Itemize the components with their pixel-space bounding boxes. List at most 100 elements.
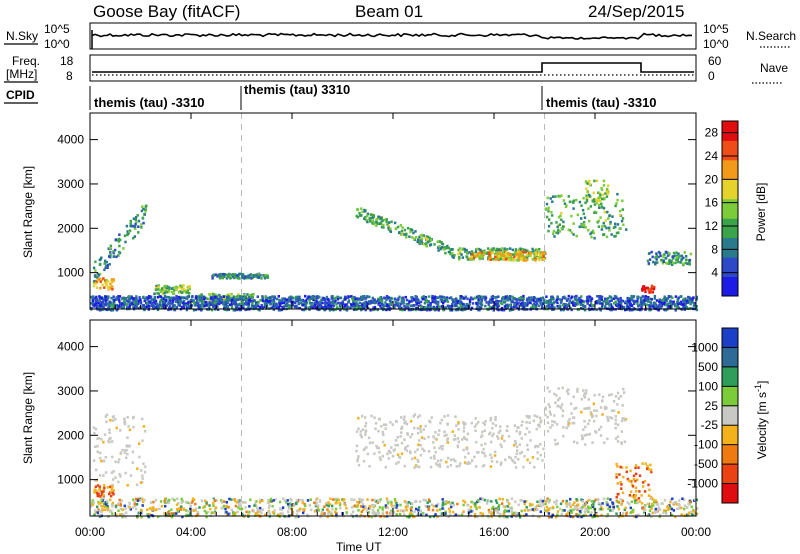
range-gate-cell	[598, 196, 601, 199]
range-gate-cell	[269, 499, 273, 503]
range-gate-cell	[484, 295, 487, 299]
range-gate-cell	[138, 442, 141, 445]
range-gate-cell	[171, 302, 174, 305]
range-gate-cell	[611, 502, 615, 505]
range-gate-cell	[677, 252, 680, 256]
range-gate-cell	[328, 302, 331, 305]
range-gate-cell	[668, 260, 671, 263]
range-gate-cell	[230, 292, 233, 296]
range-gate-cell	[98, 474, 102, 477]
range-gate-cell	[277, 305, 281, 309]
range-gate-cell	[98, 515, 102, 518]
range-gate-cell	[304, 302, 307, 305]
range-gate-cell	[444, 297, 447, 300]
range-gate-cell	[166, 285, 169, 288]
range-gate-cell	[536, 508, 539, 511]
range-gate-cell	[518, 513, 522, 517]
range-gate-cell	[457, 514, 460, 517]
range-gate-cell	[446, 246, 449, 250]
range-gate-cell	[356, 208, 360, 212]
range-gate-cell	[315, 509, 318, 512]
range-gate-cell	[188, 300, 192, 304]
range-gate-cell	[589, 506, 592, 510]
range-gate-cell	[455, 424, 458, 427]
range-gate-cell	[547, 224, 551, 228]
range-gate-cell	[607, 190, 610, 194]
range-gate-cell	[92, 296, 96, 300]
range-gate-cell	[294, 301, 297, 305]
range-gate-cell	[514, 500, 517, 504]
range-gate-cell	[252, 274, 255, 277]
range-gate-cell	[551, 423, 554, 427]
range-gate-cell	[423, 308, 426, 311]
range-gate-cell	[612, 400, 616, 403]
range-gate-cell	[345, 308, 348, 312]
range-gate-cell	[362, 297, 365, 301]
range-gate-cell	[253, 299, 256, 303]
range-gate-cell	[422, 234, 425, 237]
range-gate-cell	[371, 441, 374, 444]
range-gate-cell	[384, 301, 387, 304]
range-gate-cell	[132, 425, 135, 429]
range-gate-cell	[251, 304, 254, 308]
range-gate-cell	[579, 506, 582, 510]
range-gate-cell	[138, 296, 141, 299]
range-gate-cell	[540, 305, 544, 308]
range-gate-cell	[350, 498, 353, 501]
range-gate-cell	[108, 300, 112, 304]
range-gate-cell	[144, 465, 147, 469]
range-gate-cell	[568, 422, 571, 425]
range-gate-cell	[290, 499, 293, 502]
range-gate-cell	[275, 303, 278, 306]
range-gate-cell	[391, 455, 395, 458]
range-gate-cell	[218, 301, 221, 304]
range-gate-cell	[93, 513, 96, 517]
range-gate-cell	[433, 301, 437, 304]
range-gate-cell	[475, 515, 479, 519]
range-gate-cell	[536, 257, 540, 260]
range-gate-cell	[362, 508, 365, 512]
range-gate-cell	[370, 515, 373, 519]
range-gate-cell	[127, 298, 131, 301]
range-gate-cell	[395, 303, 398, 306]
range-gate-cell	[226, 275, 230, 279]
range-gate-cell	[379, 458, 382, 461]
range-gate-cell	[669, 295, 673, 298]
range-gate-cell	[368, 504, 371, 508]
range-gate-cell	[430, 306, 433, 310]
range-gate-cell	[502, 308, 505, 311]
range-gate-cell	[241, 507, 244, 511]
range-gate-cell	[635, 515, 638, 519]
range-gate-cell	[307, 297, 311, 301]
range-gate-cell	[638, 490, 641, 493]
range-gate-cell	[364, 433, 367, 436]
range-gate-cell	[521, 420, 524, 424]
range-gate-cell	[278, 515, 281, 518]
range-gate-cell	[163, 295, 167, 298]
range-gate-cell	[110, 301, 113, 305]
range-gate-cell	[582, 304, 585, 308]
range-gate-cell	[598, 300, 602, 304]
range-gate-cell	[291, 503, 294, 506]
range-gate-cell	[473, 513, 477, 516]
range-gate-cell	[275, 297, 279, 301]
range-gate-cell	[268, 504, 271, 507]
range-gate-cell	[516, 306, 519, 310]
range-gate-cell	[308, 299, 311, 302]
range-gate-cell	[93, 279, 96, 283]
range-gate-cell	[525, 427, 529, 430]
range-gate-cell	[428, 308, 432, 312]
range-gate-cell	[505, 295, 509, 298]
range-gate-cell	[160, 303, 164, 307]
range-gate-cell	[209, 297, 213, 300]
range-gate-cell	[363, 304, 366, 307]
range-gate-cell	[257, 513, 260, 517]
range-gate-cell	[613, 294, 617, 298]
range-gate-cell	[277, 295, 280, 298]
range-gate-cell	[336, 295, 339, 299]
range-gate-cell	[300, 303, 304, 307]
range-gate-cell	[598, 297, 601, 301]
range-gate-cell	[595, 409, 598, 412]
range-gate-cell	[115, 255, 118, 259]
range-gate-cell	[507, 252, 510, 255]
